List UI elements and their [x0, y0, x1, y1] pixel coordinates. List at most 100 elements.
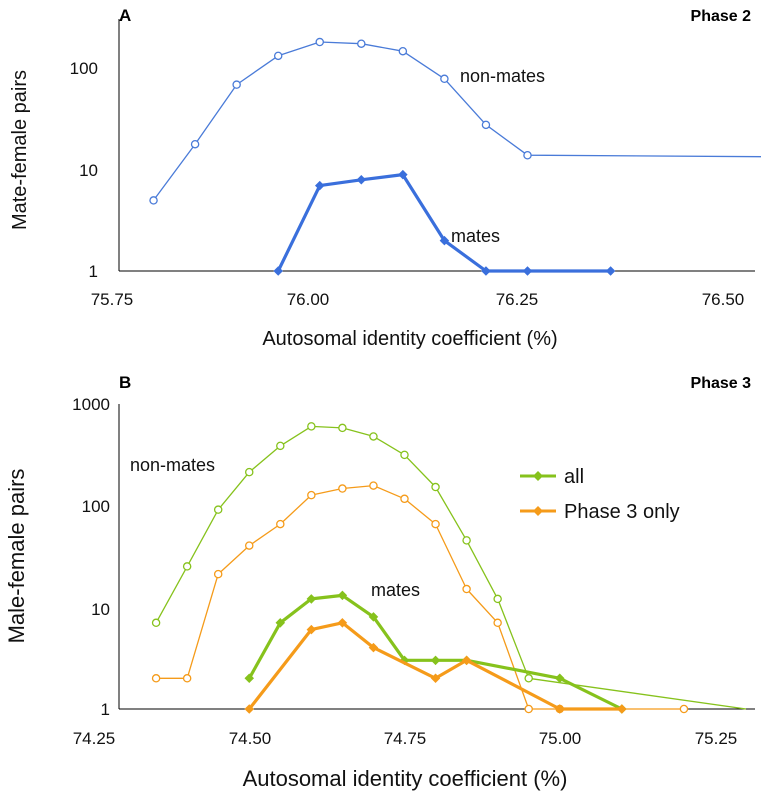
data-point-marker — [398, 46, 408, 56]
data-point-marker — [523, 150, 532, 160]
data-point-marker — [307, 490, 316, 500]
data-point-marker — [481, 120, 491, 130]
data-point-marker — [554, 704, 565, 714]
data-point-marker — [337, 618, 348, 628]
data-point-marker — [679, 704, 689, 714]
data-point-marker — [605, 266, 616, 276]
series-mates-all — [244, 590, 627, 714]
data-point-marker — [182, 674, 192, 683]
data-point-marker — [368, 642, 379, 653]
series-nonmates-phase3 — [151, 481, 689, 714]
data-point-marker — [337, 590, 348, 601]
data-point-marker — [273, 51, 283, 61]
panel-b-phase-label: Phase 3 — [691, 375, 752, 392]
data-point-marker — [493, 594, 502, 604]
panel-a-non-mates-label: non-mates — [460, 66, 545, 86]
data-point-marker — [306, 594, 317, 604]
panel-b-x-tick-label: 74.50 — [229, 729, 272, 748]
data-point-marker — [430, 673, 441, 684]
data-point-marker — [461, 655, 472, 666]
panel-a-letter: A — [119, 6, 131, 25]
series-line-mates-phase3 — [248, 621, 622, 711]
data-point-marker — [314, 180, 325, 191]
data-point-marker — [400, 494, 409, 504]
data-point-marker — [524, 704, 533, 714]
data-point-marker — [617, 704, 627, 714]
data-point-marker — [315, 37, 324, 47]
panel-b-x-tick-label: 74.25 — [73, 729, 116, 748]
panel-a-y-tick-label: 100 — [70, 59, 98, 78]
data-point-marker — [462, 536, 471, 545]
legend-all-label: all — [564, 466, 584, 488]
data-point-marker — [273, 266, 283, 276]
panel-a-x-tick-label: 76.00 — [287, 290, 330, 309]
data-point-marker — [439, 235, 450, 246]
data-point-marker — [522, 266, 533, 276]
series-non-mates — [149, 37, 761, 205]
data-point-marker — [232, 80, 241, 89]
data-point-marker — [338, 484, 347, 493]
panel-a-ticks: 1 10 100 75.75 76.00 76.25 76.50 — [70, 59, 745, 309]
data-point-marker — [190, 139, 200, 149]
panel-a-y-tick-label: 1 — [89, 262, 98, 281]
data-point-marker — [213, 569, 223, 579]
series-mates-phase3 — [244, 618, 627, 714]
data-point-marker — [151, 618, 161, 628]
data-point-marker — [462, 584, 471, 594]
data-point-marker — [440, 74, 449, 84]
data-point-marker — [431, 482, 440, 492]
series-line-nonmates-all — [155, 425, 747, 710]
data-point-marker — [182, 562, 192, 571]
data-point-marker — [368, 612, 379, 622]
panel-b-y-tick-label: 1 — [101, 700, 110, 719]
panel-b-legend: all Phase 3 only — [520, 466, 680, 523]
panel-b-chart: B Phase 3 Male-female pairs Autosomal id… — [4, 373, 755, 791]
panel-b-mates-label: mates — [371, 580, 420, 600]
panel-b-x-tick-label: 74.75 — [384, 729, 427, 748]
data-point-marker — [276, 441, 285, 451]
data-point-marker — [430, 655, 441, 666]
series-line-non-mates — [152, 41, 761, 201]
panel-b-y-axis-title: Male-female pairs — [4, 469, 29, 644]
data-point-marker — [357, 39, 366, 48]
series-nonmates-all — [151, 422, 747, 710]
panel-b-x-tick-label: 75.00 — [539, 729, 582, 748]
data-point-marker — [276, 519, 285, 529]
panel-b-y-tick-label: 1000 — [72, 395, 110, 414]
panel-b-x-axis-title: Autosomal identity coefficient (%) — [243, 766, 568, 791]
panel-b-y-tick-label: 10 — [91, 600, 110, 619]
panel-a-y-axis-title: Mate-female pairs — [9, 70, 31, 230]
panel-b-series — [151, 422, 747, 714]
panel-b-ticks: 1 10 100 1000 74.25 74.50 74.75 75.00 75… — [72, 395, 737, 748]
series-mates — [273, 169, 616, 276]
legend-all-marker — [533, 471, 543, 481]
series-line-mates-all — [247, 593, 623, 711]
data-point-marker — [244, 467, 254, 477]
data-point-marker — [338, 423, 347, 433]
panel-a-mates-label: mates — [451, 226, 500, 246]
data-point-marker — [213, 505, 223, 514]
data-point-marker — [307, 422, 316, 431]
panel-b-y-tick-label: 100 — [82, 497, 110, 516]
data-point-marker — [356, 175, 367, 185]
panel-a-x-tick-label: 76.50 — [702, 290, 745, 309]
data-point-marker — [369, 481, 378, 490]
data-point-marker — [400, 450, 409, 460]
panel-a-x-axis-title: Autosomal identity coefficient (%) — [262, 328, 557, 350]
panel-b-x-tick-label: 75.25 — [695, 729, 738, 748]
panel-a-series — [149, 37, 761, 276]
data-point-marker — [493, 618, 502, 628]
legend-phase3-marker — [533, 506, 543, 516]
panel-b-letter: B — [119, 373, 131, 392]
series-line-mates — [276, 173, 611, 273]
data-point-marker — [244, 673, 255, 684]
data-point-marker — [524, 674, 533, 683]
data-point-marker — [244, 541, 254, 550]
data-point-marker — [481, 266, 491, 276]
panel-a-y-tick-label: 10 — [79, 161, 98, 180]
data-point-marker — [431, 519, 440, 529]
panel-b-non-mates-label: non-mates — [130, 455, 215, 475]
data-point-marker — [151, 674, 161, 683]
data-point-marker — [149, 196, 158, 205]
